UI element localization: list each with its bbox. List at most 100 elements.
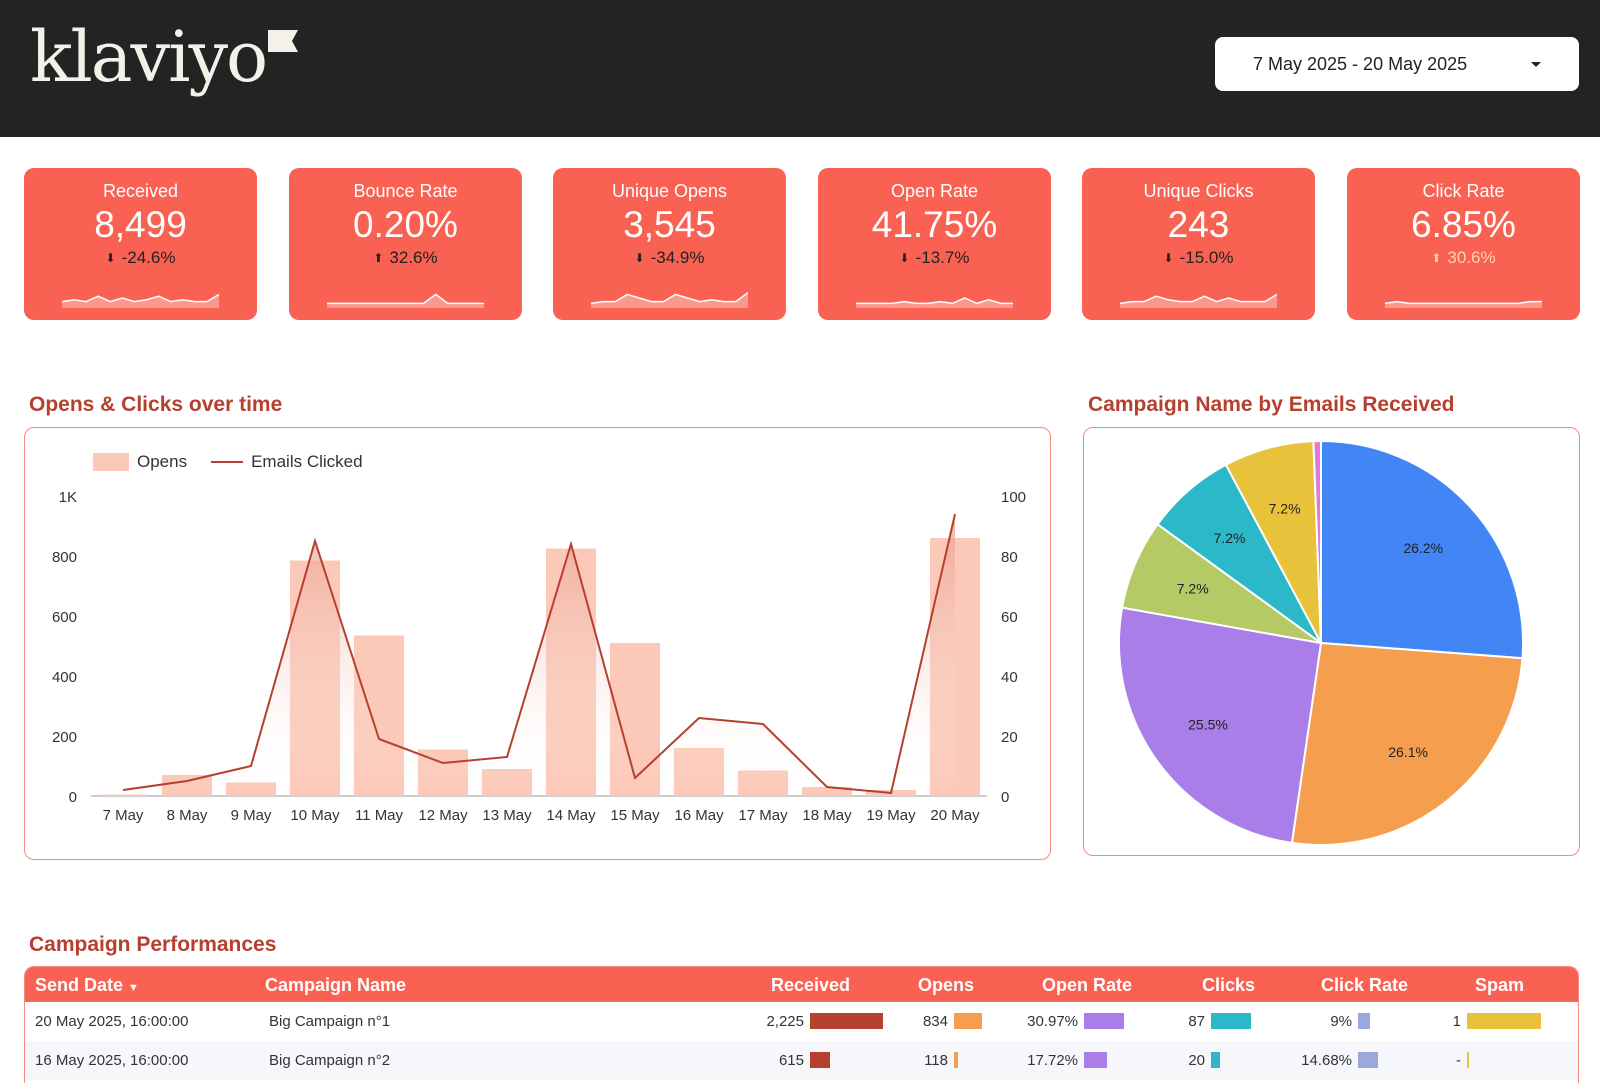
x-tick-label: 11 May (355, 807, 404, 824)
x-tick-label: 15 May (610, 807, 660, 824)
legend-swatch-opens (93, 453, 129, 471)
cell-opens: 118 (924, 1052, 948, 1069)
pie-slice[interactable] (1290, 641, 1524, 846)
sort-desc-icon: ▼ (128, 982, 139, 994)
header-bar: klaviyo 7 May 2025 - 20 May 2025 (0, 0, 1600, 137)
kpi-delta-value: 30.6% (1447, 248, 1496, 267)
x-tick-label: 18 May (802, 807, 852, 824)
arrow-up-icon: ⬆ (1431, 251, 1442, 265)
cell-send-date: 20 May 2025, 16:00:00 (35, 1013, 189, 1030)
pie-slice-label: 7.2% (1214, 530, 1246, 546)
table-row[interactable]: 16 May 2025, 16:00:00 Big Campaign n°2 615… (25, 1041, 1578, 1080)
kpi-card-click-rate: Click Rate 6.85% ⬆ 30.6% (1347, 168, 1580, 320)
x-tick-label: 14 May (546, 807, 596, 824)
x-tick-label: 19 May (866, 807, 916, 824)
col-send-date-label: Send Date (35, 975, 124, 995)
cell-clicks: 20 (1188, 1052, 1205, 1069)
x-tick-label: 17 May (738, 807, 788, 824)
pie-chart-title: Campaign Name by Emails Received (1088, 393, 1455, 416)
arrow-down-icon: ⬇ (899, 251, 910, 265)
col-opens[interactable]: Opens (918, 975, 975, 995)
kpi-label: Click Rate (1422, 181, 1505, 201)
legend-label-opens: Opens (137, 452, 188, 471)
y-right-tick-label: 0 (1001, 789, 1009, 806)
kpi-value: 41.75% (871, 204, 998, 245)
logo-flag-icon (268, 30, 299, 52)
kpi-sparkline (1385, 300, 1542, 308)
pie-slice[interactable] (1320, 439, 1524, 660)
kpi-delta-value: -24.6% (121, 248, 176, 267)
date-range-value: 7 May 2025 - 20 May 2025 (1253, 53, 1468, 74)
kpi-label: Open Rate (890, 181, 979, 201)
col-spam[interactable]: Spam (1475, 975, 1525, 995)
x-tick-label: 13 May (482, 807, 532, 824)
cell-bar-clicks (1211, 1052, 1221, 1068)
kpi-card-bounce-rate: Bounce Rate 0.20% ⬆ 32.6% (289, 168, 522, 320)
cell-click-rate: 9% (1330, 1013, 1352, 1030)
clicks-line[interactable] (122, 513, 956, 795)
table-row[interactable]: 20 May 2025, 16:00:00 Big Campaign n°1 2,2… (25, 1002, 1578, 1041)
cell-click-rate: 14.68% (1301, 1052, 1352, 1069)
cell-clicks: 87 (1188, 1013, 1205, 1030)
kpi-delta: ⬇ -24.6% (24, 248, 257, 268)
kpi-sparkline (856, 297, 1013, 308)
kpi-value: 6.85% (1411, 204, 1516, 245)
kpi-delta: ⬆ 32.6% (289, 248, 522, 268)
col-clicks[interactable]: Clicks (1202, 975, 1256, 995)
clicks-area (123, 514, 955, 796)
campaign-pie-chart: 26.2% 26.1% 25.5% 7.2% 7.2% 7.2% (1118, 439, 1524, 846)
kpi-delta-value: -34.9% (650, 248, 705, 267)
cell-received: 2,225 (766, 1013, 804, 1030)
y-right-tick-label: 80 (1001, 549, 1018, 566)
pie-slice-label: 26.1% (1388, 744, 1428, 760)
cell-campaign-name: Big Campaign n°2 (269, 1052, 391, 1069)
kpi-card-open-rate: Open Rate 41.75% ⬇ -13.7% (818, 168, 1051, 320)
y-right-tick-label: 40 (1001, 669, 1018, 686)
cell-campaign-name: Big Campaign n°1 (269, 1013, 391, 1030)
col-send-date[interactable]: Send Date ▼ (35, 975, 139, 996)
y-left-tick-label: 400 (52, 669, 77, 686)
chevron-down-icon (1531, 61, 1541, 67)
cell-bar-received (810, 1052, 831, 1068)
table-header: Send Date ▼ Campaign Name Received Opens… (25, 967, 1578, 1002)
opens-clicks-chart: 0 200 400 600 800 1K 0 20 40 60 80 100 7 May 8 May 9 M… (52, 489, 1026, 824)
pie-slice[interactable] (1312, 439, 1322, 644)
cell-opens: 834 (922, 1013, 948, 1030)
kpi-label: Received (102, 181, 179, 201)
y-left-tick-label: 1K (59, 489, 77, 506)
cell-open-rate: 30.97% (1027, 1013, 1078, 1030)
x-tick-label: 9 May (231, 807, 272, 824)
chart-legend: Opens Emails Clicked (93, 452, 363, 472)
kpi-card-unique-clicks: Unique Clicks 243 ⬇ -15.0% (1082, 168, 1315, 320)
opens-chart-panel: Opens Emails Clicked 0 200 400 600 800 1K 0 20 4… (24, 427, 1051, 860)
kpi-delta-value: 32.6% (389, 248, 438, 267)
cell-send-date: 16 May 2025, 16:00:00 (35, 1052, 189, 1069)
y-right-tick-label: 100 (1001, 489, 1026, 506)
cell-spam: 1 (1452, 1013, 1461, 1030)
y-right-tick-label: 20 (1001, 729, 1018, 746)
logo-text: klaviyo (30, 16, 268, 98)
col-campaign-name[interactable]: Campaign Name (265, 975, 407, 995)
cell-bar-received (810, 1013, 883, 1029)
y-right-tick-label: 60 (1001, 609, 1018, 626)
date-range-picker[interactable]: 7 May 2025 - 20 May 2025 (1215, 37, 1579, 91)
kpi-card-unique-opens: Unique Opens 3,545 ⬇ -34.9% (553, 168, 786, 320)
pie-chart-panel: 26.2% 26.1% 25.5% 7.2% 7.2% 7.2% (1083, 427, 1580, 856)
col-received[interactable]: Received (771, 975, 851, 995)
cell-bar-open-rate (1084, 1013, 1124, 1029)
pie-slice-label: 7.2% (1177, 581, 1209, 597)
kpi-delta: ⬇ -13.7% (818, 248, 1051, 268)
cell-bar-opens (954, 1013, 982, 1029)
kpi-sparkline (62, 293, 219, 308)
kpi-label: Unique Opens (611, 181, 728, 201)
col-click-rate[interactable]: Click Rate (1321, 975, 1409, 995)
arrow-down-icon: ⬇ (1163, 251, 1174, 265)
pie-slice-label: 25.5% (1188, 717, 1228, 733)
kpi-card-received: Received 8,499 ⬇ -24.6% (24, 168, 257, 320)
legend-label-clicks: Emails Clicked (251, 452, 363, 471)
opens-chart-title: Opens & Clicks over time (29, 393, 283, 416)
pie-slice[interactable] (1118, 606, 1323, 845)
y-left-tick-label: 200 (52, 729, 77, 746)
col-open-rate[interactable]: Open Rate (1042, 975, 1133, 995)
cell-bar-spam (1467, 1013, 1541, 1029)
